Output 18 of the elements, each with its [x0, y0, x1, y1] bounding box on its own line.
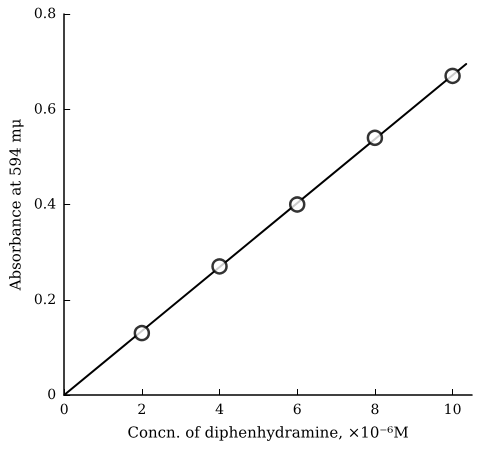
x-tick-label: 4 [215, 402, 224, 418]
point [211, 258, 228, 275]
x-tick-label: 8 [370, 402, 380, 418]
point [134, 324, 150, 342]
x-tick-label: 6 [292, 402, 302, 418]
point [288, 196, 306, 213]
y-tick-label: 0.2 [34, 292, 56, 308]
y-tick-label: 0.6 [34, 101, 56, 118]
y-tick-label: 0.8 [34, 6, 56, 22]
x-tick-label: 10 [444, 402, 462, 418]
x-tick-label: 0 [60, 402, 69, 418]
y-tick-label: 0.4 [34, 196, 56, 212]
x-tick-label: 2 [137, 402, 146, 418]
y-axis-title: Absorbance at 594 mμ [6, 118, 24, 292]
y-tick-label: 0 [47, 387, 56, 403]
point [366, 130, 384, 146]
x-axis-title: Concn. of diphenhydramine, ×10⁻⁶M [127, 424, 409, 442]
point [444, 68, 461, 84]
